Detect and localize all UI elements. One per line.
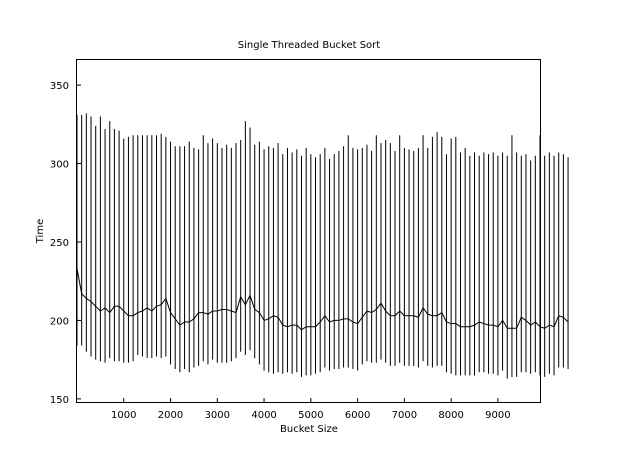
- x-tick-label: 8000: [438, 410, 463, 421]
- x-axis-label: Bucket Size: [280, 424, 338, 435]
- y-axis-label: Time: [35, 219, 46, 244]
- x-tick-label: 6000: [345, 410, 370, 421]
- y-tick-label: 200: [50, 316, 69, 327]
- y-axis-ticks: 150 200 250 300 350: [50, 81, 81, 406]
- x-tick-label: 7000: [392, 410, 417, 421]
- x-tick-label: 2000: [158, 410, 183, 421]
- x-tick-label: 5000: [298, 410, 323, 421]
- x-tick-label: 9000: [485, 410, 510, 421]
- chart-title: Single Threaded Bucket Sort: [238, 40, 381, 51]
- y-tick-label: 250: [50, 238, 69, 249]
- mean-series-line: [76, 268, 569, 331]
- x-tick-label: 4000: [251, 410, 276, 421]
- plot-frame: [76, 59, 541, 403]
- y-tick-label: 300: [50, 160, 69, 171]
- error-bars: [76, 113, 569, 379]
- y-tick-label: 150: [50, 395, 69, 406]
- y-tick-label: 350: [50, 81, 69, 92]
- x-tick-label: 1000: [111, 410, 136, 421]
- x-tick-label: 3000: [205, 410, 230, 421]
- x-axis-ticks: 1000 2000 3000 4000 5000 6000 7000 8000 9000: [111, 398, 511, 421]
